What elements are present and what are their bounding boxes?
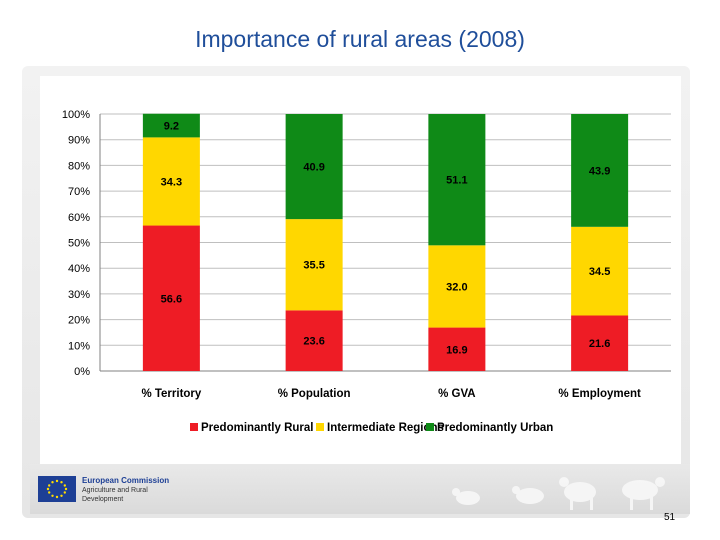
data-label: 43.9 [589,165,610,177]
data-label: 32.0 [446,281,467,293]
data-label: 56.6 [161,293,182,305]
x-category-label: % Population [278,388,351,400]
data-label: 9.2 [164,121,179,133]
stacked-bar-chart: 0% 10% 20% 30% 40% 50% 60% 70% 80% 90% 100% 56.6 34.… [62,109,671,434]
org-department: Agriculture and Rural Development [82,487,148,503]
page-number: 51 [664,512,676,523]
data-label: 34.5 [589,266,610,278]
chart-panel: 0% 10% 20% 30% 40% 50% 60% 70% 80% 90% 100% 56.6 34.… [40,76,681,464]
legend-entry: Predominantly Urban [437,422,553,434]
y-tick-label: 70% [68,186,90,198]
legend-swatch [190,423,198,431]
farm-animals-icon [452,477,665,510]
bar-segment [142,225,200,371]
bar-segment [142,113,200,138]
y-tick-label: 90% [68,135,90,147]
y-tick-label: 30% [68,289,90,301]
data-label: 21.6 [589,338,610,350]
slide-title: Importance of rural areas (2008) [195,26,525,52]
y-tick-label: 50% [68,238,90,250]
data-label: 40.9 [303,162,324,174]
data-label: 23.6 [303,336,324,348]
bar-segment [571,114,629,227]
bar-segment [285,310,343,371]
bar-segment [285,114,343,220]
x-category-label: % Territory [141,388,201,400]
y-tick-label: 80% [68,160,90,172]
y-tick-label: 100% [62,109,90,121]
legend-entry: Intermediate Regions [327,422,444,434]
data-label: 16.9 [446,344,467,356]
y-tick-label: 20% [68,315,90,327]
data-label: 34.3 [161,176,182,188]
x-category-label: % GVA [438,388,476,400]
data-label: 51.1 [446,175,467,187]
y-tick-label: 60% [68,212,90,224]
bar-segment [428,245,486,328]
org-name: European Commission [82,476,170,485]
data-label: 35.5 [303,260,324,272]
bar-segment [428,327,486,371]
y-tick-label: 0% [74,366,90,378]
legend-swatch [316,423,324,431]
legend-swatch [426,423,434,431]
y-tick-label: 10% [68,340,90,352]
legend-entry: Predominantly Rural [201,422,313,434]
bar-segment [571,315,629,371]
bar-segment [142,137,200,226]
bar-segment [571,226,629,316]
bar-segment [428,114,486,246]
x-category-label: % Employment [558,388,641,400]
bar-segment [285,219,343,311]
eu-flag-icon [38,476,76,502]
y-tick-label: 40% [68,263,90,275]
